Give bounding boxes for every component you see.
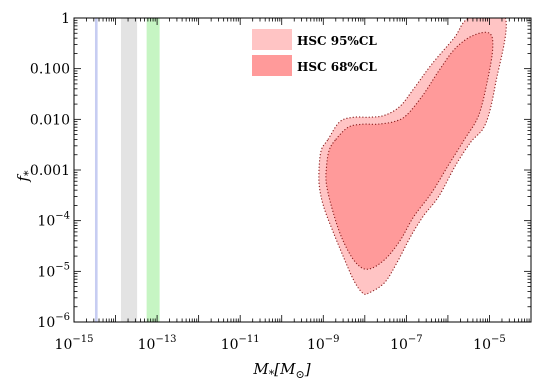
x-tick-label: 10−5: [473, 334, 506, 353]
legend-label-68: HSC 68%CL: [297, 60, 377, 74]
exclusion-band-2: [146, 18, 160, 322]
exclusion-band-0: [94, 18, 98, 322]
x-tick-label: 10−7: [390, 334, 423, 353]
y-tick-label: 0.010: [30, 112, 70, 128]
y-tick-label: 10−5: [37, 261, 70, 280]
axis-ticks: [73, 18, 531, 323]
y-tick-label: 0.100: [30, 62, 70, 78]
y-tick-label: 10−6: [37, 312, 70, 331]
x-tick-label: 10−15: [55, 334, 94, 353]
tick-labels: 10−15 10−13 10−11 10−9 10−7 10−5 10−6 10−5 10−4 0…: [30, 11, 506, 353]
x-tick-label: 10−13: [138, 334, 177, 353]
plot-frame: [73, 17, 532, 323]
x-axis-label: M*[M⊙]: [252, 360, 310, 381]
y-tick-label: 0.001: [30, 163, 70, 179]
region-68cl: [325, 31, 494, 270]
exclusion-band-1: [120, 18, 138, 322]
exclusion-bands: [94, 18, 160, 322]
x-tick-label: 10−9: [307, 334, 340, 353]
x-tick-label: 10−11: [221, 334, 260, 353]
y-axis-label: f*: [14, 170, 35, 183]
confidence-regions: [318, 18, 507, 295]
y-tick-label: 1: [61, 11, 70, 27]
legend: HSC 95%CL HSC 68%CL: [252, 29, 377, 76]
legend-swatch-68: [252, 55, 292, 76]
legend-label-95: HSC 95%CL: [297, 34, 377, 48]
y-tick-label: 10−4: [37, 211, 70, 230]
legend-swatch-95: [252, 29, 292, 50]
